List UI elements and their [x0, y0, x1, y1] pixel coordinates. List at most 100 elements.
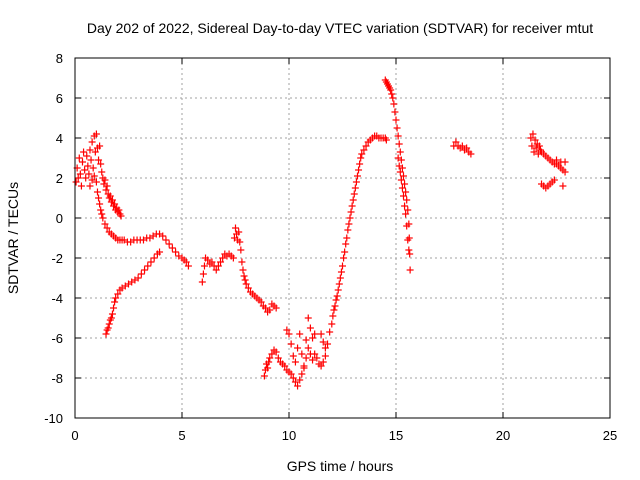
data-point	[92, 130, 100, 138]
y-tick-label: -10	[44, 411, 63, 426]
data-point	[115, 206, 123, 214]
data-point	[294, 382, 302, 390]
data-point	[102, 186, 110, 194]
data-point	[214, 262, 222, 270]
data-point	[212, 266, 220, 274]
data-point	[287, 370, 295, 378]
data-point	[398, 184, 406, 192]
data-point	[90, 172, 98, 180]
data-point	[217, 258, 225, 266]
data-point	[102, 330, 110, 338]
data-point	[337, 268, 345, 276]
data-point	[103, 224, 111, 232]
data-point	[406, 250, 414, 258]
data-point	[96, 200, 104, 208]
data-point	[229, 254, 237, 262]
data-point	[141, 266, 149, 274]
data-point	[198, 278, 206, 286]
data-point	[306, 324, 314, 332]
data-point	[296, 376, 304, 384]
data-point	[296, 330, 304, 338]
data-point	[240, 272, 248, 280]
data-point	[553, 156, 560, 164]
data-point	[317, 330, 325, 338]
data-point	[403, 196, 411, 204]
data-point	[84, 162, 92, 170]
data-point	[103, 182, 111, 190]
data-point	[531, 136, 539, 144]
data-point	[355, 166, 363, 174]
data-point	[156, 248, 164, 256]
data-point	[395, 140, 403, 148]
data-point	[402, 210, 410, 218]
data-point	[182, 258, 190, 266]
data-point	[91, 148, 99, 156]
data-point	[309, 334, 317, 342]
x-tick-label: 20	[496, 428, 510, 443]
data-point	[391, 108, 399, 116]
data-point	[404, 206, 412, 214]
data-point	[92, 178, 100, 186]
data-point	[328, 320, 336, 328]
data-point	[550, 176, 558, 184]
data-point	[326, 328, 334, 336]
data-point	[112, 294, 120, 302]
data-point	[329, 312, 337, 320]
data-point	[321, 344, 329, 352]
data-point	[387, 86, 395, 94]
x-tick-label: 10	[282, 428, 296, 443]
data-point	[97, 160, 105, 168]
data-point	[117, 212, 125, 220]
data-point	[78, 158, 86, 166]
data-point	[281, 362, 289, 370]
data-point	[530, 148, 538, 156]
data-point	[244, 284, 252, 292]
data-point	[357, 154, 365, 162]
data-point	[114, 290, 122, 298]
data-point	[404, 236, 412, 244]
data-point	[311, 330, 319, 338]
data-point	[88, 138, 96, 146]
data-point	[529, 130, 537, 138]
data-point	[265, 358, 273, 366]
data-points	[72, 76, 569, 390]
y-tick-label: 8	[56, 51, 63, 66]
data-point	[340, 254, 348, 262]
y-tick-label: -4	[51, 291, 63, 306]
x-tick-label: 5	[178, 428, 185, 443]
data-point	[81, 166, 89, 174]
data-point	[289, 352, 297, 360]
data-point	[75, 154, 83, 162]
data-point	[396, 168, 404, 176]
data-point	[346, 214, 354, 222]
data-point	[137, 270, 145, 278]
y-tick-label: 4	[56, 131, 63, 146]
data-point	[358, 150, 366, 158]
data-point	[528, 142, 536, 150]
data-point	[319, 358, 327, 366]
y-tick-label: -8	[51, 371, 63, 386]
x-tick-label: 25	[603, 428, 617, 443]
data-point	[101, 176, 109, 184]
grid-layer	[75, 58, 610, 418]
data-point	[219, 254, 227, 262]
data-point	[87, 156, 95, 164]
data-point	[257, 298, 265, 306]
data-point	[95, 194, 103, 202]
data-point	[72, 178, 80, 186]
data-point	[332, 296, 340, 304]
x-tick-label: 15	[389, 428, 403, 443]
data-point	[111, 200, 119, 208]
data-point	[561, 158, 569, 166]
data-point	[242, 280, 250, 288]
y-tick-label: -2	[51, 251, 63, 266]
data-point	[235, 228, 243, 236]
data-point	[96, 142, 104, 150]
data-point	[291, 358, 299, 366]
data-point	[350, 190, 358, 198]
data-point	[390, 100, 398, 108]
data-point	[88, 176, 96, 184]
data-point	[264, 364, 272, 372]
data-point	[344, 226, 352, 234]
